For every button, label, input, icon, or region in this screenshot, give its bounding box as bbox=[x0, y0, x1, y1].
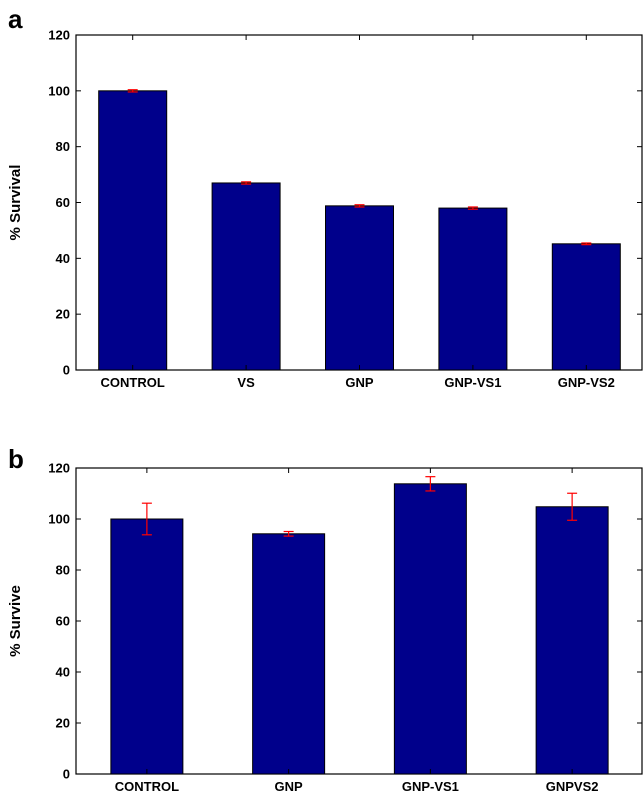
panel-letter: b bbox=[8, 444, 24, 474]
y-tick-label: 80 bbox=[56, 139, 70, 154]
y-tick-label: 60 bbox=[56, 195, 70, 210]
x-tick-label: GNPVS2 bbox=[546, 779, 599, 794]
chart-panel-b: b 0 20 40 60 80 100 120 % Survive CONTROL GNP GNP-V… bbox=[7, 444, 643, 794]
y-tick-label: 60 bbox=[56, 614, 70, 629]
y-tick-label: 20 bbox=[56, 307, 70, 322]
bar-gnp bbox=[325, 205, 394, 371]
x-tick-label: GNP bbox=[275, 779, 304, 794]
x-tick-label: CONTROL bbox=[101, 375, 165, 390]
x-tick-label: GNP-VS1 bbox=[402, 779, 459, 794]
y-tick-label: 100 bbox=[48, 512, 70, 527]
y-tick-label: 0 bbox=[63, 767, 70, 782]
panel-letter: a bbox=[8, 4, 23, 34]
y-tick-label: 40 bbox=[56, 665, 70, 680]
bar-control bbox=[98, 90, 168, 371]
x-tick-label: GNP bbox=[345, 375, 374, 390]
x-tick-label: GNP-VS2 bbox=[558, 375, 615, 390]
x-tick-label: VS bbox=[237, 375, 255, 390]
y-tick-label: 0 bbox=[63, 363, 70, 378]
bar-gnp-vs2 bbox=[551, 243, 621, 371]
y-tick-label: 120 bbox=[48, 28, 70, 43]
bar-gnp bbox=[252, 533, 326, 775]
bar-vs bbox=[211, 182, 281, 371]
bar-gnpvs2 bbox=[535, 506, 609, 775]
x-tick-label: CONTROL bbox=[115, 779, 179, 794]
bar-gnp-vs1 bbox=[393, 483, 467, 775]
y-axis-title: % Survival bbox=[7, 165, 24, 241]
y-tick-label: 20 bbox=[56, 716, 70, 731]
y-tick-label: 120 bbox=[48, 461, 70, 476]
y-tick-label: 100 bbox=[48, 83, 70, 98]
x-tick-label: GNP-VS1 bbox=[444, 375, 501, 390]
chart-panel-a: a 0 20 40 60 80 100 120 % Survival CONTROL VS GNP GN… bbox=[7, 4, 643, 390]
y-tick-label: 40 bbox=[56, 251, 70, 266]
bar-gnp-vs1 bbox=[438, 207, 508, 371]
bar-control bbox=[110, 518, 184, 775]
y-tick-label: 80 bbox=[56, 563, 70, 578]
y-axis-title: % Survive bbox=[7, 585, 24, 657]
